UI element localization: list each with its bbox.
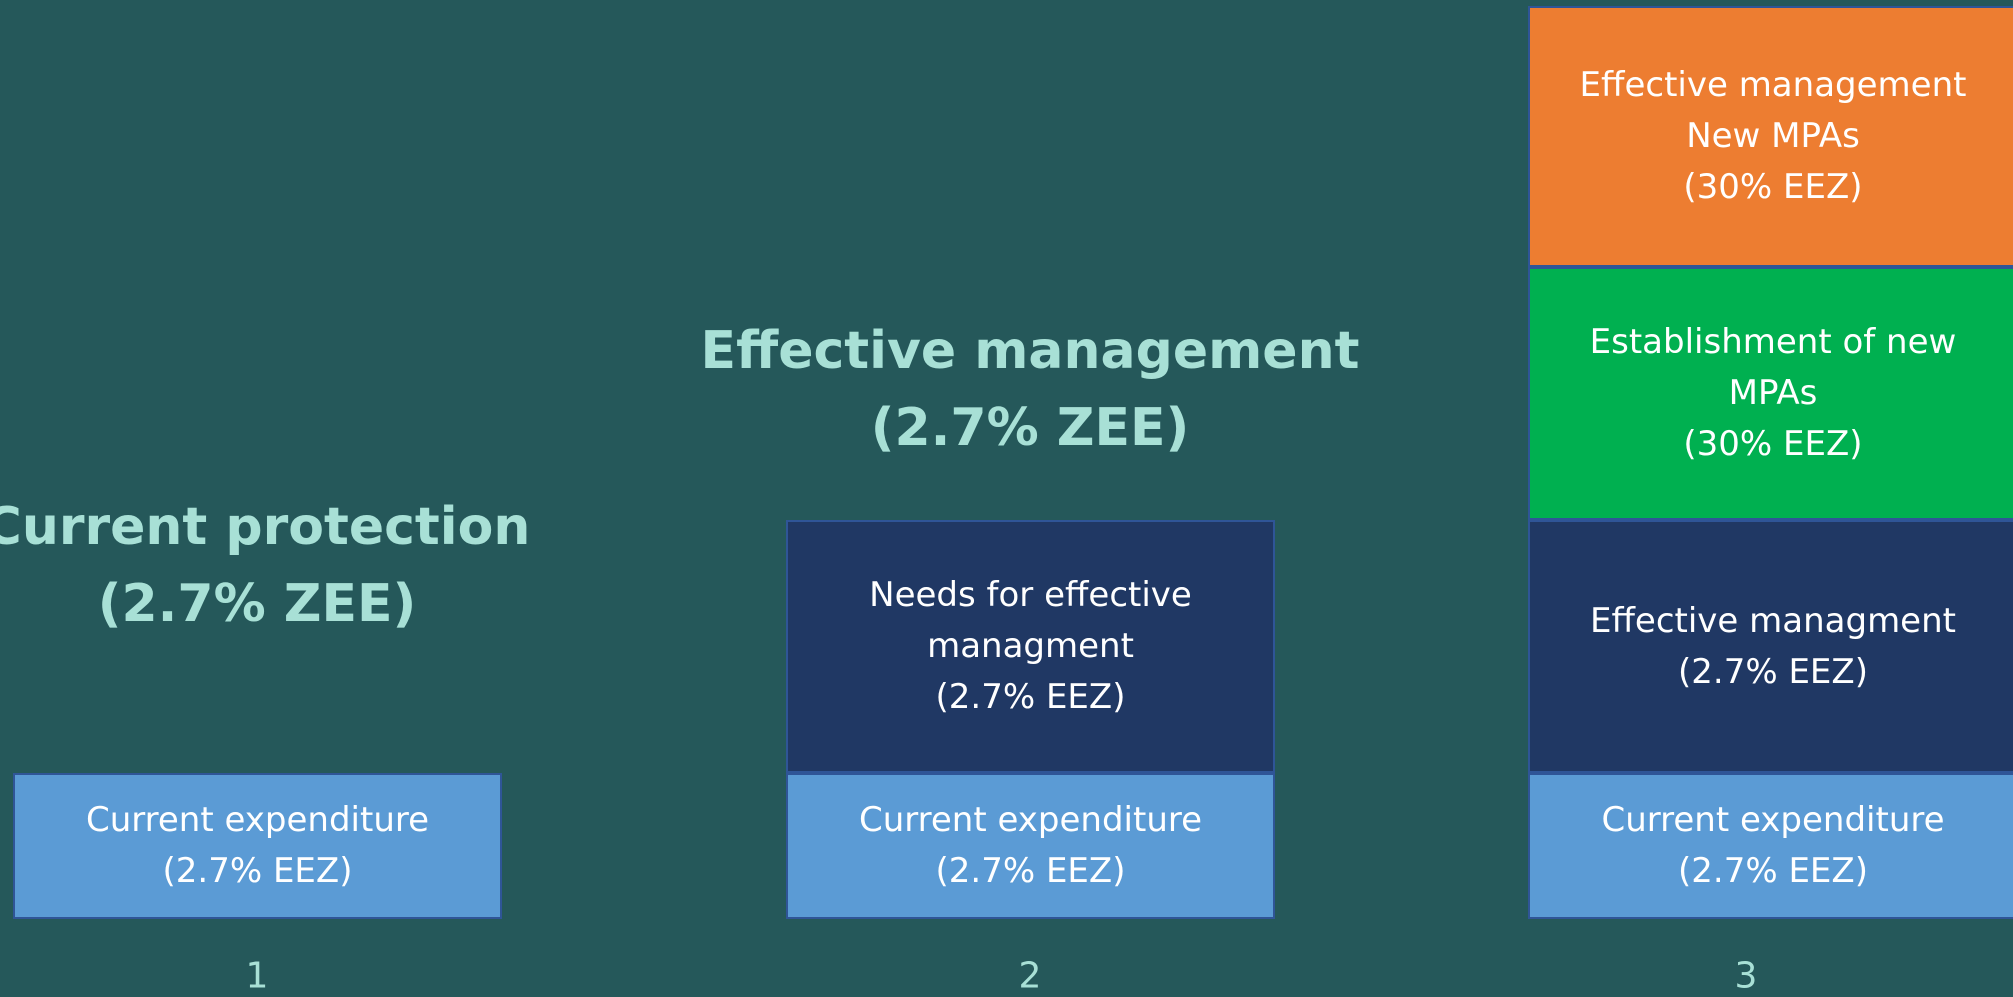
column-number: 3 xyxy=(1734,955,1758,997)
text-line: Needs for effective xyxy=(869,575,1192,615)
column-title: Effective management (2.7% ZEE) xyxy=(701,313,1360,467)
text-line: managment xyxy=(927,626,1134,666)
text-line: Effective management xyxy=(700,321,1360,381)
text-line: Effective managment xyxy=(1590,600,1956,641)
column-number: 2 xyxy=(1018,955,1042,997)
text-line: Establishment of new xyxy=(1589,322,1957,362)
text-line: (2.7% EEZ) xyxy=(935,677,1126,717)
text-line: (2.7% ZEE) xyxy=(97,574,417,634)
text-line: Effective management xyxy=(1579,65,1967,105)
text-line: (2.7% EEZ) xyxy=(1678,651,1868,692)
cost-block: Effective managment (2.7% EEZ) xyxy=(1528,520,2013,773)
cost-block: Needs for effective managment (2.7% EEZ) xyxy=(786,520,1275,773)
cost-block: Current expenditure (2.7% EEZ) xyxy=(13,773,502,919)
column-number: 1 xyxy=(245,955,269,997)
text-line: (30% EEZ) xyxy=(1683,424,1863,464)
text-line: (2.7% EEZ) xyxy=(935,851,1126,891)
text-line: (2.7% ZEE) xyxy=(870,398,1190,458)
text-line: Current protection xyxy=(0,497,531,557)
cost-block: Current expenditure (2.7% EEZ) xyxy=(1528,773,2013,919)
text-line: MPAs xyxy=(1728,373,1818,413)
text-line: Current expenditure xyxy=(85,800,430,840)
text-line: (30% EEZ) xyxy=(1683,167,1863,207)
text-line: Current expenditure xyxy=(1601,800,1945,840)
text-line: (2.7% EEZ) xyxy=(1678,851,1868,891)
cost-block: Establishment of new MPAs (30% EEZ) xyxy=(1528,267,2013,520)
text-line: Current expenditure xyxy=(858,800,1203,840)
cost-block: Effective management New MPAs (30% EEZ) xyxy=(1528,6,2013,267)
cost-block: Current expenditure (2.7% EEZ) xyxy=(786,773,1275,919)
text-line: New MPAs xyxy=(1686,116,1860,156)
text-line: (2.7% EEZ) xyxy=(162,851,353,891)
column-title: Current protection (2.7% ZEE) xyxy=(0,489,530,643)
